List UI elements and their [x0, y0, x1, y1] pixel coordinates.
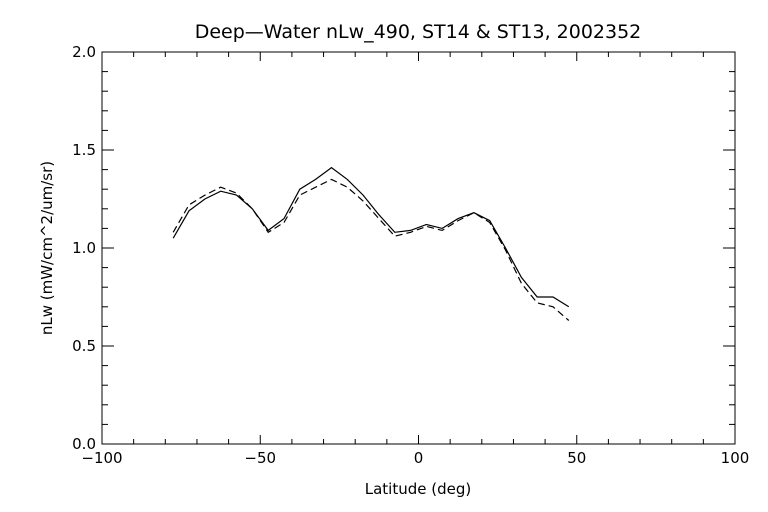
y-tick-label: 0.5	[72, 337, 96, 355]
plot-frame	[101, 51, 736, 445]
y-axis-label: nLw (mW/cm^2/um/sr)	[38, 161, 56, 335]
x-tick-label: 100	[721, 449, 750, 467]
axis-tick-labels: −100 −50 0 50 100 0.0 0.5 1.0 1.5 2.0	[72, 43, 749, 467]
series-line-solid	[172, 166, 570, 308]
y-tick-label: 1.5	[72, 141, 96, 159]
chart-title: Deep—Water nLw_490, ST14 & ST13, 2002352	[195, 21, 642, 43]
y-tick-label: 0.0	[72, 435, 96, 453]
y-tick-label: 1.0	[72, 239, 96, 257]
y-tick-label: 2.0	[72, 43, 96, 61]
x-axis-label: Latitude (deg)	[365, 480, 471, 498]
x-tick-label: 0	[414, 449, 424, 467]
series-group	[172, 166, 570, 321]
series-line-dashed	[172, 178, 570, 321]
x-tick-label: −50	[244, 449, 276, 467]
x-tick-label: 50	[567, 449, 586, 467]
axis-ticks	[101, 51, 736, 445]
x-tick-label: −100	[81, 449, 122, 467]
